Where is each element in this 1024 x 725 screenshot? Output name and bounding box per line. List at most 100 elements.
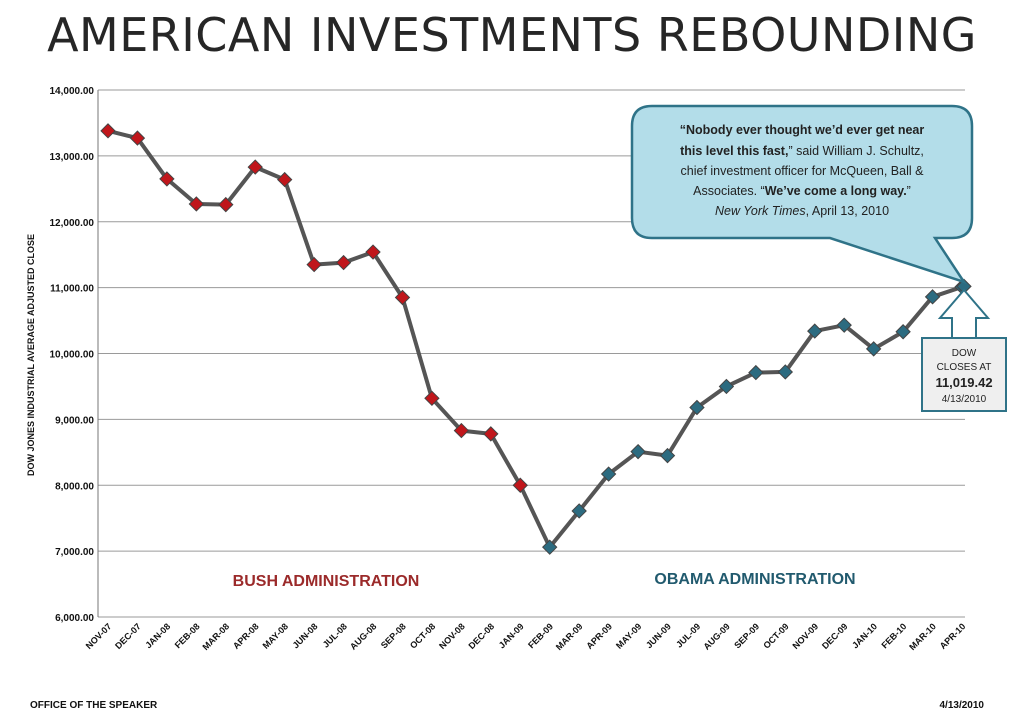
data-point <box>100 123 116 139</box>
footer-source: OFFICE OF THE SPEAKER <box>30 700 158 711</box>
x-tick-label: OCT-09 <box>761 621 790 650</box>
x-tick-label: JUL-08 <box>321 621 349 649</box>
x-tick-label: FEB-09 <box>526 621 555 650</box>
quote-line4-bold: We’ve come a long way. <box>765 184 907 198</box>
x-tick-label: OCT-08 <box>408 621 437 650</box>
obama-administration-label: OBAMA ADMINISTRATION <box>654 571 855 588</box>
data-point <box>129 130 146 146</box>
data-point <box>836 317 852 333</box>
bush-administration-label: BUSH ADMINISTRATION <box>233 573 420 590</box>
x-tick-label: MAR-08 <box>200 621 231 652</box>
data-markers <box>100 123 972 555</box>
data-point <box>748 364 764 381</box>
data-point <box>571 503 587 519</box>
data-point <box>924 289 941 305</box>
data-point <box>483 426 499 442</box>
x-tick-label: MAR-10 <box>907 621 938 652</box>
quote-line4-pre: Associates. “ <box>693 184 765 198</box>
x-tick-label: APR-09 <box>584 621 614 651</box>
page-title: AMERICAN INVESTMENTS REBOUNDING <box>47 8 977 62</box>
x-tick-label: AUG-09 <box>701 621 731 651</box>
x-tick-label: APR-10 <box>938 621 968 651</box>
data-point <box>247 159 263 175</box>
data-point <box>659 447 676 464</box>
x-tick-label: NOV-07 <box>84 621 114 651</box>
footer-date: 4/13/2010 <box>939 700 985 711</box>
y-tick-label: 6,000.00 <box>55 613 94 624</box>
data-point <box>306 256 322 273</box>
y-tick-label: 13,000.00 <box>50 152 95 163</box>
dow-arrow <box>937 288 991 339</box>
data-point <box>630 443 646 460</box>
x-tick-label: MAR-09 <box>554 621 585 652</box>
x-tick-label: APR-08 <box>231 621 261 651</box>
x-tick-label: AUG-08 <box>348 621 378 651</box>
quote-line1: “Nobody ever thought we’d ever get near <box>680 123 925 137</box>
x-tick-label: MAY-09 <box>614 621 643 650</box>
x-tick-label: DEC-08 <box>467 621 497 651</box>
y-tick-label: 11,000.00 <box>50 284 94 295</box>
data-point <box>335 254 352 271</box>
dow-close-box <box>921 337 1007 412</box>
y-tick-label: 10,000.00 <box>50 350 95 361</box>
x-tick-label: SEP-09 <box>732 621 761 650</box>
y-tick-label: 14,000.00 <box>50 86 95 97</box>
data-point <box>777 364 794 380</box>
quote-text: “Nobody ever thought we’d ever get near … <box>680 123 925 218</box>
svg-text:“Nobody ever thought we’d ever: “Nobody ever thought we’d ever get near <box>680 123 925 137</box>
dow-box-line1: DOW <box>952 348 977 359</box>
x-tick-label: NOV-08 <box>437 621 467 651</box>
dow-box-line2: CLOSES AT <box>937 362 992 373</box>
data-point <box>512 477 528 493</box>
dow-box-date: 4/13/2010 <box>942 394 987 405</box>
x-tick-label: FEB-10 <box>880 621 909 650</box>
dow-box-value: 11,019.42 <box>935 375 992 390</box>
data-point <box>807 323 823 339</box>
data-point <box>394 289 411 306</box>
data-point <box>365 244 381 260</box>
svg-text:this level this fast,” said Wi: this level this fast,” said William J. S… <box>680 144 924 158</box>
y-tick-label: 9,000.00 <box>55 415 94 426</box>
data-point <box>424 390 440 407</box>
data-point <box>218 196 234 213</box>
x-tick-label: JAN-09 <box>497 621 526 650</box>
data-point <box>542 539 558 555</box>
x-tick-label: DEC-07 <box>113 621 143 651</box>
x-tick-label: NOV-09 <box>790 621 820 651</box>
y-tick-label: 8,000.00 <box>55 481 94 492</box>
y-tick-label: 7,000.00 <box>55 547 94 558</box>
quote-line4-post: ” <box>907 184 911 198</box>
x-tick-label: JUN-09 <box>644 621 673 650</box>
x-tick-label: FEB-08 <box>173 621 202 650</box>
data-point <box>895 324 911 340</box>
x-tick-label: JUN-08 <box>291 621 320 650</box>
quote-line3: chief investment officer for McQueen, Ba… <box>681 164 925 178</box>
y-axis-label: DOW JONES INDUSTRIAL AVERAGE ADJUSTED CL… <box>26 234 36 476</box>
data-point <box>865 341 882 357</box>
data-point <box>453 422 470 439</box>
data-point <box>276 171 293 188</box>
data-point <box>159 171 175 187</box>
x-tick-label: MAY-08 <box>261 621 290 650</box>
dow-close-text: DOW CLOSES AT 11,019.42 4/13/2010 <box>935 348 992 405</box>
x-tick-label: DEC-09 <box>820 621 850 651</box>
x-tick-label: JUL-09 <box>674 621 702 649</box>
y-axis-ticks: 6,000.00 7,000.00 8,000.00 9,000.00 10,000.0… <box>50 86 95 624</box>
data-point <box>600 466 617 482</box>
quote-source: New York Times <box>715 204 806 218</box>
data-point <box>188 196 205 212</box>
svg-text:Associates. “We’ve come a long: Associates. “We’ve come a long way.” <box>693 184 911 198</box>
data-point <box>689 399 705 416</box>
x-tick-label: JAN-08 <box>143 621 172 650</box>
x-tick-label: SEP-08 <box>379 621 408 650</box>
data-point <box>718 378 735 395</box>
svg-text:New York Times, April 13, 2010: New York Times, April 13, 2010 <box>715 204 889 218</box>
x-tick-label: JAN-10 <box>850 621 879 650</box>
quote-line2-bold: this level this fast, <box>680 144 788 158</box>
y-tick-label: 12,000.00 <box>50 218 95 229</box>
quote-callout <box>630 104 974 285</box>
quote-date: , April 13, 2010 <box>806 204 889 218</box>
quote-line2-rest: ” said William J. Schultz, <box>788 144 923 158</box>
